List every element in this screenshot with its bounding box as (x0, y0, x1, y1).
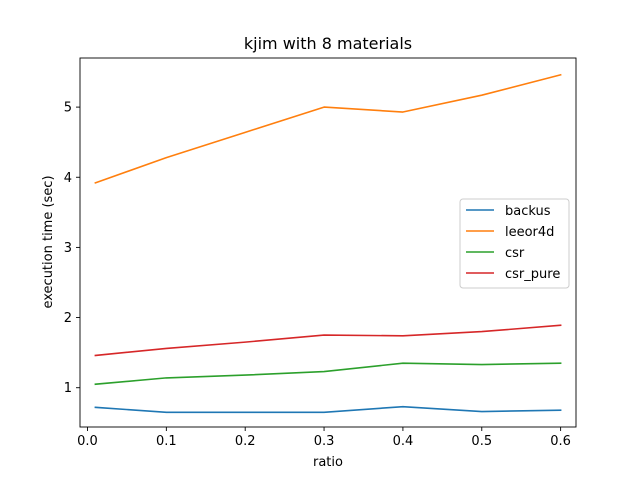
legend-box (459, 198, 570, 289)
x-tick-label: 0.0 (77, 434, 98, 449)
plot-area: 0.0 0.1 0.2 0.3 0.4 0.5 0.6 1 2 3 4 5 (64, 57, 577, 449)
series-line-backus (94, 405, 562, 414)
series-line-leeor4d (94, 73, 562, 184)
legend-label-csr-pure: csr_pure (505, 267, 560, 282)
y-tick-label: 1 (64, 381, 72, 396)
x-tick-label: 0.2 (235, 434, 256, 449)
series-line-csr-pure (94, 324, 562, 357)
y-tick-label: 3 (64, 241, 72, 256)
axes-frame (79, 57, 577, 428)
x-tick-label: 0.5 (471, 434, 492, 449)
x-axis-label: ratio (313, 455, 343, 470)
y-tick-label: 5 (64, 101, 72, 116)
x-tick-label: 0.1 (156, 434, 177, 449)
legend-label-leeor4d: leeor4d (505, 225, 554, 240)
x-tick-label: 0.6 (550, 434, 571, 449)
x-tick-label: 0.3 (314, 434, 335, 449)
y-tick-label: 4 (64, 171, 72, 186)
y-tick-label: 2 (64, 311, 72, 326)
legend-label-csr: csr (505, 246, 525, 261)
legend-label-backus: backus (505, 204, 551, 219)
series-line-csr (94, 362, 562, 386)
legend: backus leeor4d csr csr_pure (459, 198, 570, 289)
x-tick-label: 0.4 (393, 434, 414, 449)
y-axis-label: execution time (sec) (41, 175, 56, 308)
chart-title: kjim with 8 materials (244, 34, 412, 53)
